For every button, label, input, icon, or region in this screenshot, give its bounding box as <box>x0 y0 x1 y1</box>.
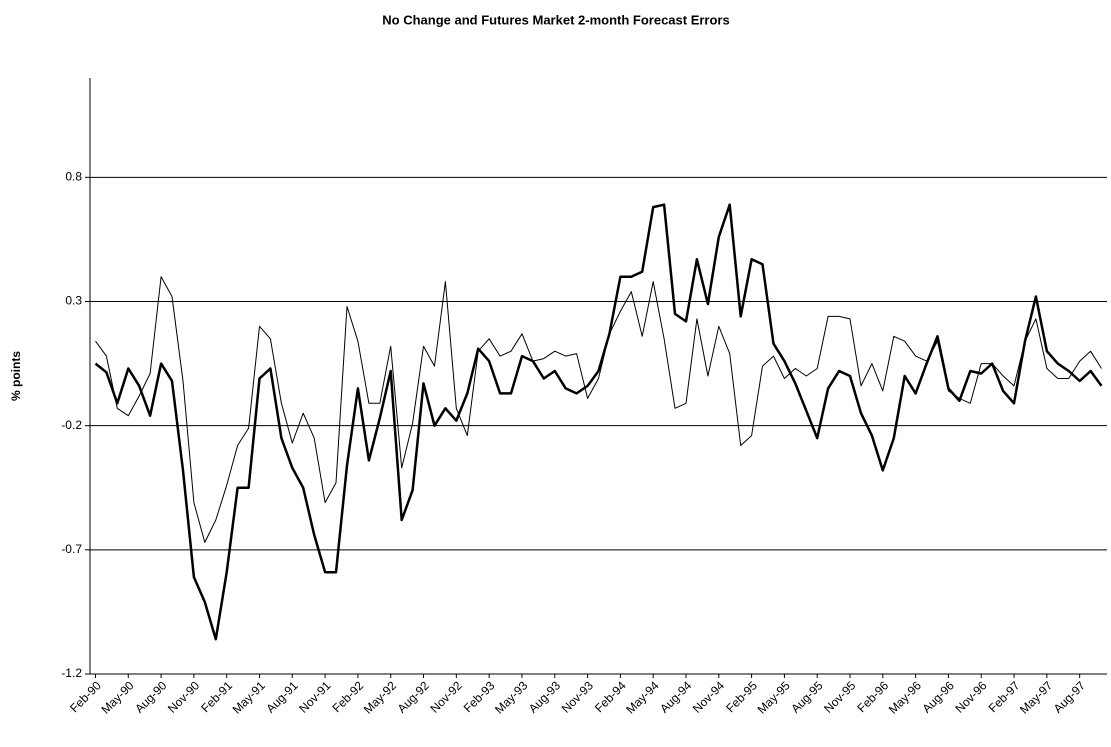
x-tick-label: Aug-94 <box>657 678 694 715</box>
x-tick-label: May-90 <box>98 678 136 716</box>
x-tick-label: May-91 <box>230 678 268 716</box>
x-tick-label: Feb-92 <box>329 678 366 715</box>
x-tick-label: Aug-95 <box>788 678 825 715</box>
x-tick-label: May-96 <box>886 678 924 716</box>
x-tick-label: May-97 <box>1017 678 1055 716</box>
x-tick-label: Feb-93 <box>461 678 498 715</box>
x-tick-label: Nov-95 <box>821 678 858 715</box>
y-axis-label: % points <box>9 351 23 401</box>
x-tick-label: Aug-91 <box>263 678 300 715</box>
series-line <box>94 203 1103 641</box>
x-tick-label: Feb-90 <box>67 678 104 715</box>
x-tick-label: May-95 <box>755 678 793 716</box>
y-tick-label: -1.2 <box>61 666 82 680</box>
x-tick-label: Nov-92 <box>427 678 464 715</box>
x-tick-label: May-93 <box>492 678 530 716</box>
x-tick-label: Aug-93 <box>526 678 563 715</box>
x-tick-label: Feb-95 <box>723 678 760 715</box>
x-tick-label: Nov-91 <box>296 678 333 715</box>
x-tick-label: Nov-93 <box>559 678 596 715</box>
chart-title: No Change and Futures Market 2-month For… <box>382 12 729 27</box>
x-tick-label: Aug-97 <box>1051 678 1088 715</box>
x-tick-label: Feb-91 <box>198 678 235 715</box>
x-tick-label: Aug-92 <box>395 678 432 715</box>
x-tick-label: May-92 <box>361 678 399 716</box>
x-tick-label: Aug-90 <box>132 678 169 715</box>
x-tick-label: Feb-96 <box>854 678 891 715</box>
x-tick-label: May-94 <box>623 678 661 716</box>
y-tick-label: -0.7 <box>61 542 82 556</box>
x-tick-label: Nov-96 <box>952 678 989 715</box>
y-tick-label: 0.3 <box>65 294 82 308</box>
x-tick-label: Aug-96 <box>920 678 957 715</box>
y-tick-label: 0.8 <box>65 170 82 184</box>
series-line <box>95 276 1102 543</box>
x-tick-label: Feb-97 <box>986 678 1023 715</box>
y-tick-label: -0.2 <box>61 418 82 432</box>
x-tick-label: Nov-90 <box>165 678 202 715</box>
x-tick-label: Nov-94 <box>690 678 727 715</box>
x-tick-label: Feb-94 <box>592 678 629 715</box>
